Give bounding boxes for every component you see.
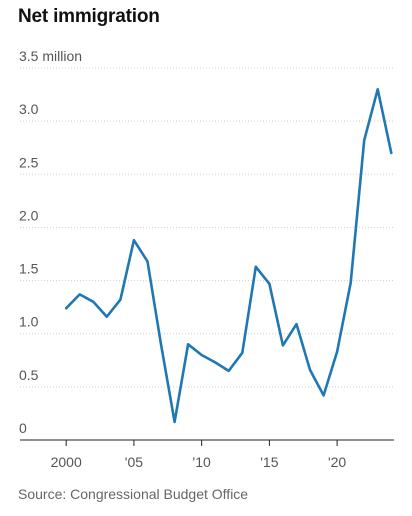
x-tick-label: '15 [260,454,278,470]
x-tick-label: '10 [193,454,211,470]
y-tick-label: 0.5 [19,367,39,383]
y-tick-label: 3.0 [19,101,39,117]
x-tick-label: '20 [328,454,346,470]
x-tick-label: 2000 [51,454,82,470]
series-line [64,88,393,424]
y-tick-label: 2.0 [19,207,39,223]
y-tick-label: 1.0 [19,314,39,330]
y-tick-label: 0 [19,420,27,436]
x-tick-label: '05 [125,454,143,470]
y-tick-label: 3.5 million [19,48,82,64]
y-tick-label: 1.5 [19,261,39,277]
chart-source: Source: Congressional Budget Office [18,486,249,502]
y-tick-label: 2.5 [19,154,39,170]
chart-title: Net immigration [18,6,160,27]
